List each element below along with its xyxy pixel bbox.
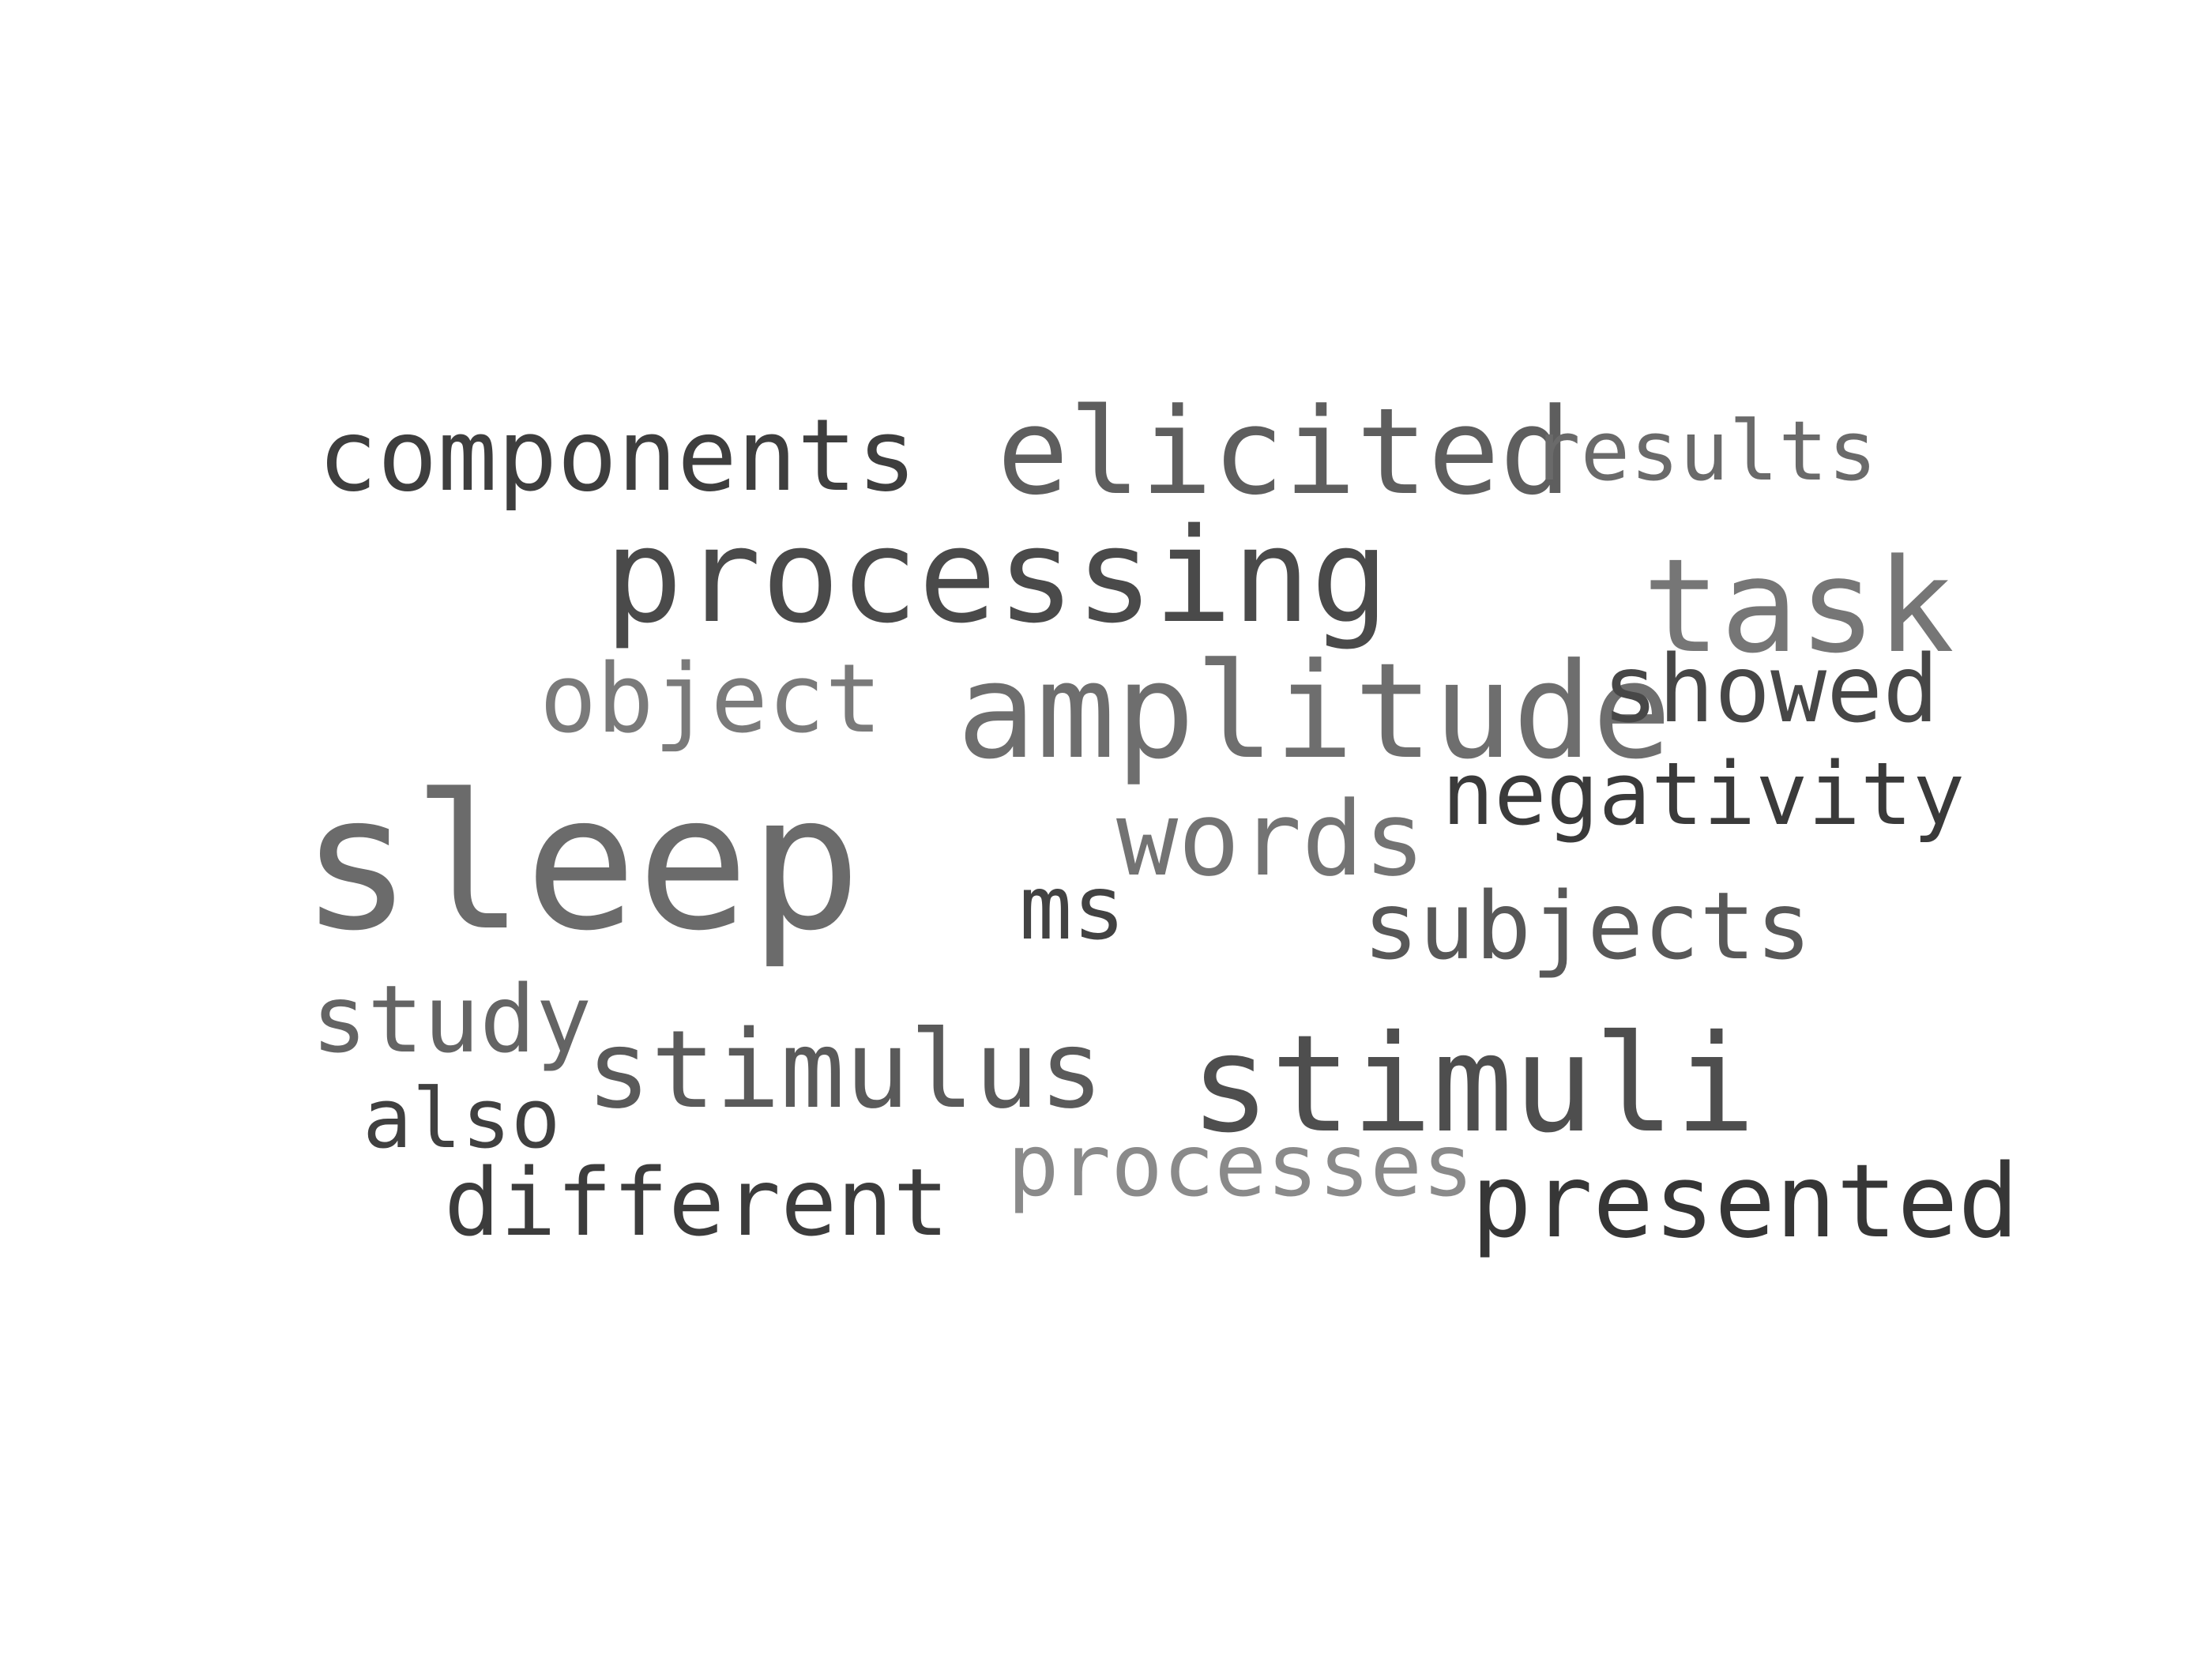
word-processing: processing — [604, 500, 1390, 652]
word-ms: ms — [1019, 857, 1126, 960]
word-presented: presented — [1471, 1143, 2019, 1261]
word-subjects: subjects — [1363, 871, 1812, 980]
word-words: words — [1116, 779, 1426, 899]
word-processes: processes — [1007, 1115, 1474, 1216]
word-showed: showed — [1602, 634, 1939, 743]
word-components: components — [318, 397, 917, 514]
word-task: task — [1642, 531, 1954, 682]
word-stimuli: stimuli — [1190, 1006, 1756, 1163]
word-sleep: sleep — [300, 754, 862, 972]
word-stimulus: stimulus — [586, 1008, 1104, 1133]
word-negativity: negativity — [1442, 743, 1966, 845]
word-object: object — [540, 645, 882, 754]
word-elicited: elicited — [997, 382, 1572, 521]
word-study: study — [311, 965, 592, 1074]
word-results: results — [1531, 403, 1878, 499]
word-also: also — [363, 1070, 561, 1167]
word-different: different — [444, 1148, 950, 1257]
word-amplitude: amplitude — [957, 635, 1672, 788]
